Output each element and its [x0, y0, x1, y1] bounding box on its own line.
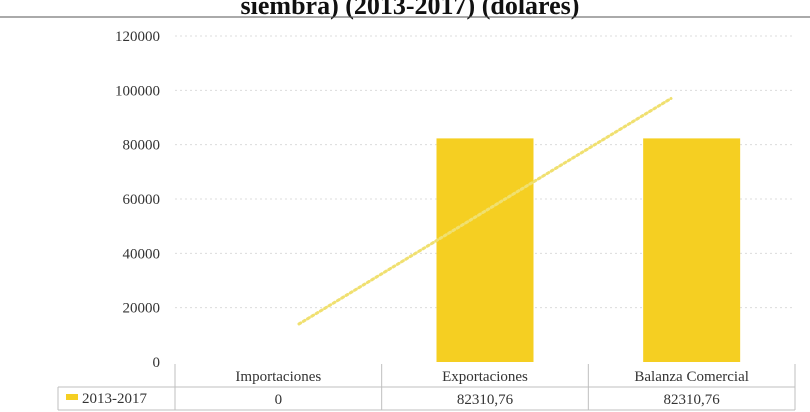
y-tick-label: 120000: [115, 29, 160, 45]
y-tick-label: 100000: [115, 83, 160, 99]
trendline: [297, 96, 673, 326]
y-axis-ticks: 0 20000 40000 60000 80000 100000 120000: [115, 29, 160, 371]
data-table: Importaciones Exportaciones Balanza Comerc…: [57, 364, 796, 411]
bar: [643, 138, 741, 362]
trend-line: [297, 96, 673, 326]
y-tick-label: 20000: [123, 301, 161, 317]
data-table-value: 0: [275, 392, 283, 408]
data-table-value: 82310,76: [457, 392, 514, 408]
y-tick-label: 40000: [123, 246, 161, 262]
bars: [436, 138, 741, 362]
category-label: Exportaciones: [442, 369, 528, 385]
category-label: Importaciones: [235, 369, 321, 385]
data-table-value: 82310,76: [664, 392, 721, 408]
y-tick-label: 80000: [123, 138, 161, 154]
y-tick-label: 60000: [123, 192, 161, 208]
bar: [436, 138, 534, 362]
y-tick-label: 0: [153, 355, 161, 371]
chart-title: siembra) (2013-2017) (dólares): [241, 0, 580, 20]
legend-swatch: [66, 394, 78, 400]
category-label: Balanza Comercial: [634, 369, 749, 385]
legend-series-name: 2013-2017: [82, 391, 147, 407]
